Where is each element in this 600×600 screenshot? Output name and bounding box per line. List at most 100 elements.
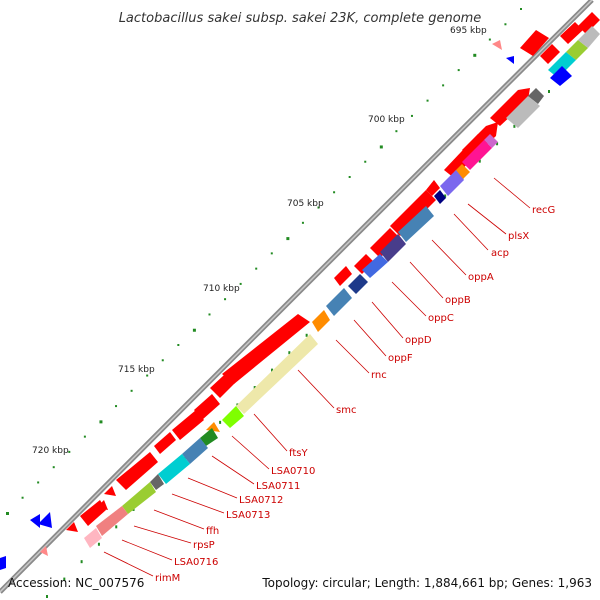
inner-gene[interactable] bbox=[398, 206, 434, 242]
forward-gene[interactable] bbox=[222, 314, 310, 384]
gene-label-rpsP[interactable]: rpsP bbox=[193, 540, 215, 551]
inner-gene[interactable] bbox=[440, 170, 464, 196]
inner-genes bbox=[84, 26, 600, 548]
gene-label-ftsY[interactable]: ftsY bbox=[289, 448, 308, 459]
ruler-tick bbox=[301, 221, 304, 224]
forward-gene[interactable] bbox=[194, 394, 220, 420]
forward-gene[interactable] bbox=[354, 254, 374, 274]
inner-tick bbox=[513, 124, 516, 128]
edge-marker[interactable] bbox=[30, 514, 40, 528]
ruler-tick bbox=[52, 466, 55, 469]
gene-label-rimM[interactable]: rimM bbox=[155, 573, 180, 584]
inner-gene[interactable] bbox=[434, 190, 446, 204]
forward-gene[interactable] bbox=[426, 180, 440, 196]
inner-gene[interactable] bbox=[362, 254, 388, 278]
forward-gene[interactable] bbox=[540, 44, 560, 64]
inner-gene[interactable] bbox=[206, 422, 220, 432]
inner-gene[interactable] bbox=[84, 528, 102, 548]
forward-gene[interactable] bbox=[560, 22, 583, 44]
forward-gene[interactable] bbox=[172, 410, 204, 440]
ruler-tick bbox=[395, 130, 398, 133]
gene-label-oppC[interactable]: oppC bbox=[428, 313, 454, 324]
gene-label-oppD[interactable]: oppD bbox=[405, 335, 432, 346]
edge-marker[interactable] bbox=[492, 40, 502, 50]
inner-gene[interactable] bbox=[550, 66, 572, 86]
inner-gene[interactable] bbox=[122, 482, 156, 514]
gene-leader-line bbox=[431, 239, 467, 276]
edge-markers bbox=[0, 40, 514, 570]
ruler-tick bbox=[37, 481, 40, 484]
edge-marker[interactable] bbox=[38, 512, 52, 528]
gene-label-rnc[interactable]: rnc bbox=[371, 370, 387, 381]
inner-gene[interactable] bbox=[462, 140, 492, 170]
inner-gene[interactable] bbox=[548, 52, 576, 78]
inner-gene[interactable] bbox=[150, 474, 164, 490]
edge-marker[interactable] bbox=[40, 546, 48, 556]
gene-leader-lines bbox=[103, 177, 531, 577]
gene-label-LSA0712[interactable]: LSA0712 bbox=[239, 495, 283, 506]
gene-leader-line bbox=[103, 551, 154, 577]
edge-marker[interactable] bbox=[506, 56, 514, 64]
gene-label-smc[interactable]: smc bbox=[336, 405, 356, 416]
inner-gene[interactable] bbox=[158, 454, 190, 484]
inner-gene[interactable] bbox=[506, 96, 540, 128]
inner-gene[interactable] bbox=[348, 274, 368, 294]
inner-gene[interactable] bbox=[236, 334, 318, 414]
gene-leader-line bbox=[391, 281, 427, 317]
forward-gene[interactable] bbox=[104, 486, 116, 496]
forward-gene[interactable] bbox=[390, 190, 436, 236]
gene-label-oppF[interactable]: oppF bbox=[388, 353, 413, 364]
gene-label-acp[interactable]: acp bbox=[491, 248, 509, 259]
gene-label-recG[interactable]: recG bbox=[532, 205, 555, 216]
gene-leader-line bbox=[493, 177, 531, 209]
gene-label-LSA0713[interactable]: LSA0713 bbox=[226, 510, 270, 521]
gene-label-oppA[interactable]: oppA bbox=[468, 272, 494, 283]
ruler-tick bbox=[426, 99, 429, 102]
gene-leader-line bbox=[409, 261, 444, 299]
edge-marker[interactable] bbox=[0, 556, 6, 570]
forward-gene[interactable] bbox=[154, 432, 176, 454]
forward-gene[interactable] bbox=[444, 134, 486, 178]
gene-leader-line bbox=[253, 413, 288, 452]
inner-gene[interactable] bbox=[312, 310, 330, 332]
gene-leader-line bbox=[121, 539, 173, 561]
gene-label-LSA0710[interactable]: LSA0710 bbox=[271, 466, 315, 477]
forward-gene[interactable] bbox=[520, 30, 549, 56]
gene-leader-line bbox=[171, 493, 225, 514]
gene-label-oppB[interactable]: oppB bbox=[445, 295, 471, 306]
forward-gene[interactable] bbox=[334, 266, 352, 286]
ruler-tick bbox=[239, 282, 242, 285]
gene-label-plsX[interactable]: plsX bbox=[508, 231, 529, 242]
ruler-tick bbox=[317, 206, 320, 209]
forward-gene[interactable] bbox=[210, 364, 244, 398]
ruler-tick bbox=[130, 389, 133, 392]
inner-gene[interactable] bbox=[222, 406, 244, 428]
gene-leader-line bbox=[467, 203, 507, 235]
ruler-label: 705 kbp bbox=[287, 199, 324, 209]
forward-gene[interactable] bbox=[116, 452, 158, 490]
inner-gene[interactable] bbox=[578, 26, 600, 48]
gene-leader-line bbox=[353, 319, 387, 357]
inner-gene[interactable] bbox=[380, 234, 406, 262]
forward-gene[interactable] bbox=[370, 228, 400, 258]
gene-label-LSA0711[interactable]: LSA0711 bbox=[256, 481, 300, 492]
inner-gene[interactable] bbox=[528, 88, 544, 104]
inner-tick bbox=[63, 577, 66, 581]
inner-tick bbox=[115, 525, 118, 529]
inner-gene[interactable] bbox=[566, 40, 588, 60]
inner-gene[interactable] bbox=[182, 438, 208, 464]
gene-label-ffh[interactable]: ffh bbox=[206, 526, 219, 537]
forward-gene[interactable] bbox=[578, 12, 600, 34]
ruler-tick bbox=[146, 374, 149, 377]
forward-gene[interactable] bbox=[66, 522, 78, 532]
inner-gene[interactable] bbox=[326, 288, 352, 316]
inner-gene[interactable] bbox=[200, 428, 218, 446]
forward-gene[interactable] bbox=[80, 500, 106, 526]
gene-leader-line bbox=[187, 477, 238, 499]
ruler-tick bbox=[504, 23, 507, 26]
forward-gene[interactable] bbox=[490, 88, 530, 126]
gene-label-LSA0716[interactable]: LSA0716 bbox=[174, 557, 218, 568]
inner-gene[interactable] bbox=[96, 506, 128, 536]
inner-gene[interactable] bbox=[484, 134, 498, 148]
